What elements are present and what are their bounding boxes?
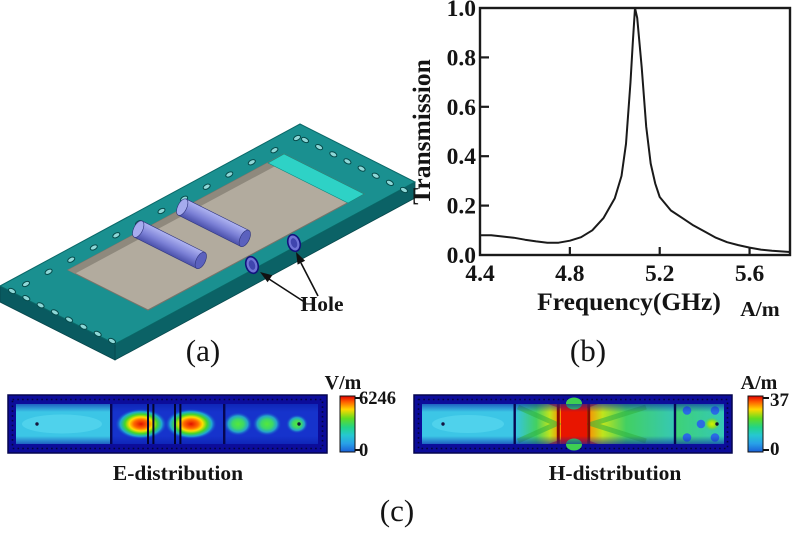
via-hole xyxy=(157,207,166,215)
via-hole xyxy=(93,330,102,338)
via-hole xyxy=(36,302,45,309)
via-hole xyxy=(385,179,394,187)
plot-frame xyxy=(478,6,792,257)
via-hole xyxy=(300,136,310,144)
e-map-via-dots xyxy=(11,398,324,450)
via-hole xyxy=(107,337,117,345)
via-hole xyxy=(7,287,17,295)
metal-post-cylinder xyxy=(176,198,251,248)
y-tick-label: 1.0 xyxy=(447,0,476,22)
panel-b-chart: 4.4 4.8 5.2 5.6 0.0 0.2 0.4 0.6 0.8 1.0 Transmiss… xyxy=(407,0,792,368)
cavity-wall-cyan xyxy=(267,153,365,204)
hole-marker xyxy=(244,255,260,275)
e-colorbar-ticks xyxy=(355,397,361,451)
via-hole xyxy=(79,323,88,330)
via-hole xyxy=(371,172,380,179)
panel-a-label: (a) xyxy=(186,333,220,368)
e-field-map xyxy=(7,394,328,454)
via-hole xyxy=(399,186,409,194)
via-hole xyxy=(292,134,302,142)
x-tick-label: 4.8 xyxy=(555,261,584,287)
chart-dynamic-layer: 4.4 4.8 5.2 5.6 0.0 0.2 0.4 0.6 0.8 1.0 xyxy=(447,0,791,287)
x-tick-label: 5.6 xyxy=(735,261,765,287)
via-hole xyxy=(67,256,76,263)
hole-arrow xyxy=(260,272,307,304)
via-hole xyxy=(50,309,59,316)
via-hole xyxy=(343,158,352,165)
via-hole xyxy=(225,171,234,178)
via-hole xyxy=(247,159,256,166)
hole-marker xyxy=(286,233,302,253)
e-colorbar-min: 0 xyxy=(359,441,368,461)
e-map-caption: E-distribution xyxy=(113,461,243,485)
h-colorbar-min: 0 xyxy=(770,439,780,460)
x-tick-label: 4.4 xyxy=(465,261,495,287)
via-hole xyxy=(202,183,211,190)
via-hole xyxy=(270,147,279,154)
y-tick-label: 0.8 xyxy=(447,45,476,71)
via-hole xyxy=(315,143,324,151)
h-map-caption: H-distribution xyxy=(549,461,682,485)
panel-c-label: (c) xyxy=(380,493,414,528)
x-tick-label: 5.2 xyxy=(645,261,674,287)
via-hole xyxy=(357,165,366,172)
transmission-curve xyxy=(480,7,791,253)
h-field-map xyxy=(413,394,733,454)
y-tick-label: 0.6 xyxy=(447,95,477,121)
via-hole xyxy=(65,316,74,323)
e-colorbar-gradient xyxy=(339,395,356,453)
via-hole xyxy=(112,232,121,239)
e-colorbar-unit: V/m xyxy=(325,372,362,394)
via-hole xyxy=(22,294,31,302)
panel-b-label: (b) xyxy=(570,333,606,368)
h-colorbar-unit: A/m xyxy=(741,372,778,394)
hole-arrow xyxy=(296,252,319,297)
metal-post-cylinder xyxy=(132,220,207,270)
hole-label: Hole xyxy=(301,292,344,316)
h-colorbar-max: 37 xyxy=(770,390,790,411)
via-hole xyxy=(89,244,98,251)
via-hole xyxy=(44,268,53,275)
e-colorbar-max: 6246 xyxy=(359,389,396,409)
y-axis-title: Transmission xyxy=(407,59,436,204)
panel-a-device: Hole (a) xyxy=(0,123,417,368)
e-colorbar: V/m 6246 0 xyxy=(325,372,396,461)
via-hole xyxy=(329,151,338,158)
y-tick-label: 0.2 xyxy=(447,194,476,220)
y-tick-label: 0.4 xyxy=(447,144,477,170)
x-axis-title: Frequency(GHz) xyxy=(537,287,721,316)
h-colorbar-ticks xyxy=(763,397,769,451)
h-colorbar: A/m 37 0 xyxy=(741,372,790,460)
y-tick-label: 0.0 xyxy=(447,243,476,269)
unit-note: A/m xyxy=(740,297,780,321)
via-hole-rows xyxy=(7,134,409,345)
h-colorbar-gradient xyxy=(747,395,764,453)
via-hole xyxy=(21,280,31,288)
